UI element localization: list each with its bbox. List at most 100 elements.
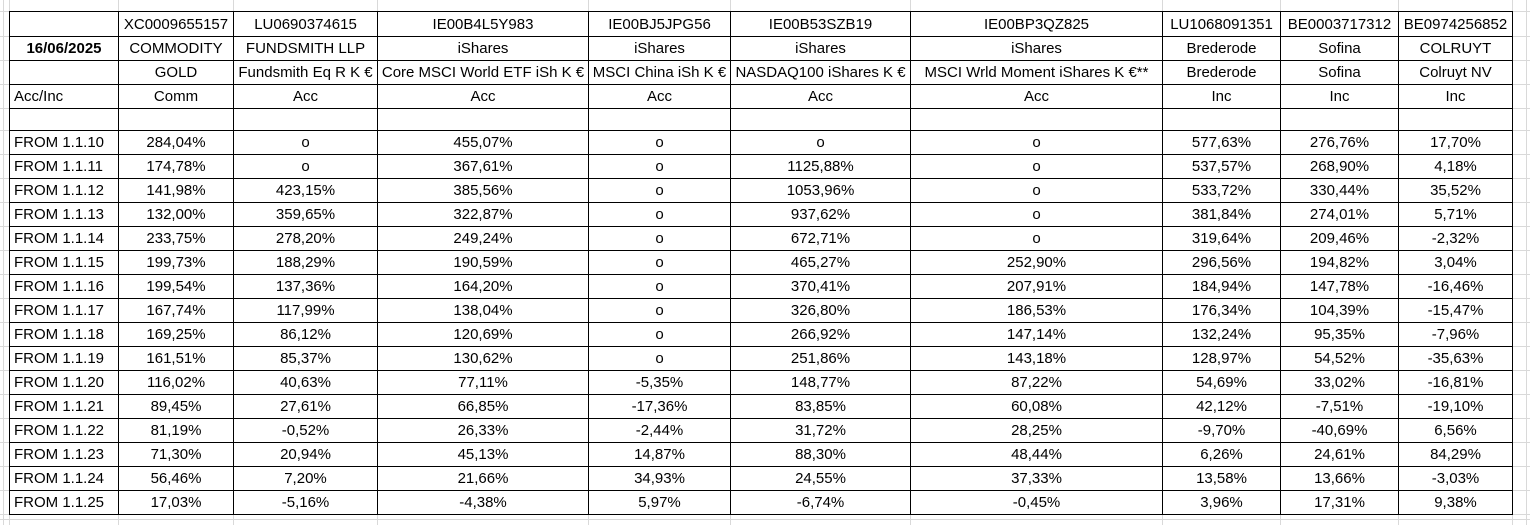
value-cell[interactable]: 81,19% — [119, 419, 234, 443]
row-label-cell[interactable]: FROM 1.1.21 — [10, 395, 119, 419]
isin-cell[interactable]: IE00B53SZB19 — [731, 12, 911, 37]
blank-cell[interactable] — [1399, 109, 1513, 131]
value-cell[interactable]: -6,74% — [731, 491, 911, 515]
isin-cell[interactable]: LU0690374615 — [234, 12, 378, 37]
row-label-cell[interactable]: FROM 1.1.15 — [10, 251, 119, 275]
value-cell[interactable]: o — [589, 155, 731, 179]
value-cell[interactable]: 184,94% — [1163, 275, 1281, 299]
value-cell[interactable]: o — [234, 131, 378, 155]
row-label-cell[interactable]: FROM 1.1.13 — [10, 203, 119, 227]
value-cell[interactable]: 37,33% — [911, 467, 1163, 491]
value-cell[interactable]: o — [589, 299, 731, 323]
value-cell[interactable]: o — [589, 323, 731, 347]
value-cell[interactable]: 83,85% — [731, 395, 911, 419]
fund-fullname-cell[interactable]: GOLD — [119, 61, 234, 85]
value-cell[interactable]: o — [589, 203, 731, 227]
value-cell[interactable]: 367,61% — [378, 155, 589, 179]
value-cell[interactable]: o — [589, 131, 731, 155]
value-cell[interactable]: 284,04% — [119, 131, 234, 155]
value-cell[interactable]: 17,31% — [1281, 491, 1399, 515]
value-cell[interactable]: -9,70% — [1163, 419, 1281, 443]
fund-name-cell[interactable]: iShares — [731, 37, 911, 61]
value-cell[interactable]: 167,74% — [119, 299, 234, 323]
value-cell[interactable]: 14,87% — [589, 443, 731, 467]
value-cell[interactable]: -40,69% — [1281, 419, 1399, 443]
blank-cell[interactable] — [378, 109, 589, 131]
fund-fullname-cell[interactable]: NASDAQ100 iShares K € — [731, 61, 911, 85]
fund-type-cell[interactable]: Acc — [234, 85, 378, 109]
fund-fullname-cell[interactable]: Fundsmith Eq R K € — [234, 61, 378, 85]
value-cell[interactable]: o — [911, 179, 1163, 203]
value-cell[interactable]: 27,61% — [234, 395, 378, 419]
isin-cell[interactable]: IE00BP3QZ825 — [911, 12, 1163, 37]
fund-type-cell[interactable]: Inc — [1163, 85, 1281, 109]
value-cell[interactable]: 188,29% — [234, 251, 378, 275]
value-cell[interactable]: 3,96% — [1163, 491, 1281, 515]
value-cell[interactable]: 54,69% — [1163, 371, 1281, 395]
value-cell[interactable]: 147,14% — [911, 323, 1163, 347]
value-cell[interactable]: 88,30% — [731, 443, 911, 467]
value-cell[interactable]: 33,02% — [1281, 371, 1399, 395]
blank-cell[interactable] — [1163, 109, 1281, 131]
value-cell[interactable]: 132,00% — [119, 203, 234, 227]
value-cell[interactable]: 370,41% — [731, 275, 911, 299]
value-cell[interactable]: 1125,88% — [731, 155, 911, 179]
value-cell[interactable]: -7,96% — [1399, 323, 1513, 347]
value-cell[interactable]: 455,07% — [378, 131, 589, 155]
value-cell[interactable]: 95,35% — [1281, 323, 1399, 347]
value-cell[interactable]: 20,94% — [234, 443, 378, 467]
value-cell[interactable]: 132,24% — [1163, 323, 1281, 347]
value-cell[interactable]: 34,93% — [589, 467, 731, 491]
value-cell[interactable]: 85,37% — [234, 347, 378, 371]
value-cell[interactable]: 174,78% — [119, 155, 234, 179]
value-cell[interactable]: 537,57% — [1163, 155, 1281, 179]
fund-type-cell[interactable]: Acc — [589, 85, 731, 109]
value-cell[interactable]: 148,77% — [731, 371, 911, 395]
row-label-cell[interactable]: FROM 1.1.18 — [10, 323, 119, 347]
value-cell[interactable]: 381,84% — [1163, 203, 1281, 227]
value-cell[interactable]: 21,66% — [378, 467, 589, 491]
value-cell[interactable]: 186,53% — [911, 299, 1163, 323]
value-cell[interactable]: 104,39% — [1281, 299, 1399, 323]
fund-name-cell[interactable]: Brederode — [1163, 37, 1281, 61]
value-cell[interactable]: 937,62% — [731, 203, 911, 227]
value-cell[interactable]: 17,03% — [119, 491, 234, 515]
value-cell[interactable]: 147,78% — [1281, 275, 1399, 299]
value-cell[interactable]: 672,71% — [731, 227, 911, 251]
blank-cell[interactable] — [731, 109, 911, 131]
fund-fullname-cell[interactable]: Core MSCI World ETF iSh K € — [378, 61, 589, 85]
value-cell[interactable]: 40,63% — [234, 371, 378, 395]
value-cell[interactable]: 5,71% — [1399, 203, 1513, 227]
row-label-cell[interactable]: FROM 1.1.19 — [10, 347, 119, 371]
value-cell[interactable]: 207,91% — [911, 275, 1163, 299]
value-cell[interactable]: 249,24% — [378, 227, 589, 251]
value-cell[interactable]: 26,33% — [378, 419, 589, 443]
fund-fullname-cell[interactable]: MSCI China iSh K € — [589, 61, 731, 85]
value-cell[interactable]: 3,04% — [1399, 251, 1513, 275]
fund-name-cell[interactable]: COMMODITY — [119, 37, 234, 61]
row-label-cell[interactable]: FROM 1.1.14 — [10, 227, 119, 251]
value-cell[interactable]: 268,90% — [1281, 155, 1399, 179]
fund-name-cell[interactable]: FUNDSMITH LLP — [234, 37, 378, 61]
isin-cell[interactable]: LU1068091351 — [1163, 12, 1281, 37]
value-cell[interactable]: 143,18% — [911, 347, 1163, 371]
value-cell[interactable]: -16,46% — [1399, 275, 1513, 299]
value-cell[interactable]: 209,46% — [1281, 227, 1399, 251]
fund-name-cell[interactable]: Sofina — [1281, 37, 1399, 61]
value-cell[interactable]: 251,86% — [731, 347, 911, 371]
value-cell[interactable]: 330,44% — [1281, 179, 1399, 203]
value-cell[interactable]: -3,03% — [1399, 467, 1513, 491]
value-cell[interactable]: 274,01% — [1281, 203, 1399, 227]
value-cell[interactable]: o — [911, 227, 1163, 251]
value-cell[interactable]: 24,55% — [731, 467, 911, 491]
value-cell[interactable]: 17,70% — [1399, 131, 1513, 155]
value-cell[interactable]: -15,47% — [1399, 299, 1513, 323]
value-cell[interactable]: 319,64% — [1163, 227, 1281, 251]
value-cell[interactable]: o — [911, 203, 1163, 227]
fund-type-cell[interactable]: Inc — [1399, 85, 1513, 109]
value-cell[interactable]: -2,44% — [589, 419, 731, 443]
row-label-cell[interactable]: FROM 1.1.22 — [10, 419, 119, 443]
value-cell[interactable]: 116,02% — [119, 371, 234, 395]
value-cell[interactable]: 45,13% — [378, 443, 589, 467]
blank-cell[interactable] — [1281, 109, 1399, 131]
